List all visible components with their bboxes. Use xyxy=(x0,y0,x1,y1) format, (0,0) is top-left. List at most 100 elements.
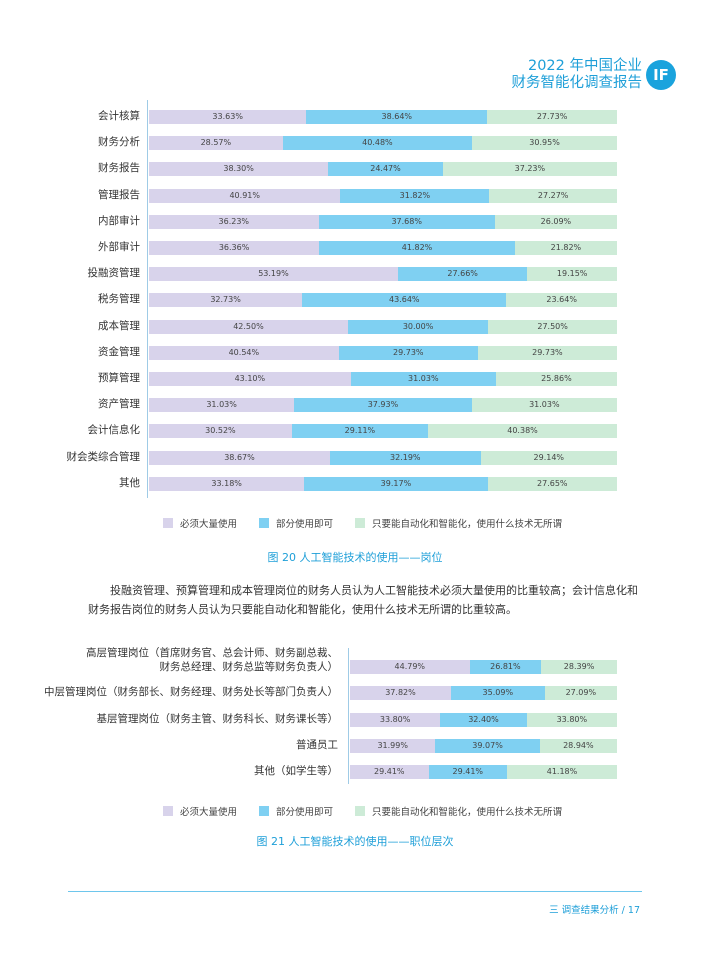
bar-segment-c: 27.73% xyxy=(487,110,617,124)
bar-segment-b: 37.93% xyxy=(294,398,472,413)
bar-segment-b: 38.64% xyxy=(306,110,488,124)
bar-segment-b: 30.00% xyxy=(347,319,489,334)
bar-segment-a: 38.30% xyxy=(149,162,329,177)
legend-swatch-a xyxy=(163,518,173,528)
legend2-label-a: 必须大量使用 xyxy=(180,807,238,818)
bar-segment-b: 27.66% xyxy=(397,267,528,282)
chart2-axis xyxy=(348,648,349,784)
bar-segment-a: 29.41% xyxy=(350,765,429,780)
row-label: 会计核算 xyxy=(98,110,140,122)
bar-segment-a: 36.23% xyxy=(149,214,319,229)
legend2-item-c: 只要能自动化和智能化，使用什么技术无所谓 xyxy=(355,804,562,818)
bar-segment-c: 21.82% xyxy=(514,241,617,255)
row-label: 管理报告 xyxy=(98,188,140,201)
bar-segment-a: 30.52% xyxy=(149,424,292,439)
bar-segment-c: 28.94% xyxy=(539,738,617,753)
bar-segment-b: 24.47% xyxy=(328,162,443,177)
row-label: 预算管理 xyxy=(98,372,140,384)
bar-segment-b: 31.03% xyxy=(350,372,496,386)
stacked-bar: 36.36% 41.82% 21.82% xyxy=(149,241,617,255)
bar-segment-a: 40.54% xyxy=(149,345,339,360)
row-label: 会计信息化 xyxy=(87,424,141,437)
stacked-bar: 33.63% 38.64% 27.73% xyxy=(149,110,617,124)
stacked-bar: 32.73% 43.64% 23.64% xyxy=(149,293,617,308)
row-label: 成本管理 xyxy=(98,319,140,332)
chart2-caption: 图 21 人工智能技术的使用——职位层次 xyxy=(256,835,454,848)
bar-segment-a: 31.03% xyxy=(149,398,295,413)
chart-by-position: 会计核算 33.63% 38.64% 27.73% 财务分析 28.57% 40.48% 30… xyxy=(66,100,617,498)
page-footer: 三 调查结果分析 / 17 xyxy=(549,905,640,916)
legend2-item-a: 必须大量使用 xyxy=(163,804,237,818)
row-label-line1: 高层管理岗位（首席财务官、总会计师、财务副总裁、 xyxy=(86,647,338,659)
chart-by-level: 高层管理岗位（首席财务官、总会计师、财务副总裁、 财务总经理、财务总监等财务负责人… xyxy=(44,646,617,784)
bar-segment-c: 41.18% xyxy=(507,765,617,780)
bar-segment-c: 29.14% xyxy=(480,450,617,465)
bar-segment-b: 39.17% xyxy=(304,476,488,491)
stacked-bar: 33.80% 32.40% 33.80% xyxy=(350,712,617,727)
bar-segment-c: 25.86% xyxy=(495,372,617,386)
stacked-bar: 36.23% 37.68% 26.09% xyxy=(149,214,617,229)
bar-segment-b: 39.07% xyxy=(435,738,540,753)
bar-segment-a: 38.67% xyxy=(149,450,330,465)
bar-segment-b: 40.48% xyxy=(282,136,473,151)
stacked-bar: 42.50% 30.00% 27.50% xyxy=(149,319,617,334)
bar-segment-a: 36.36% xyxy=(149,241,320,255)
bar-segment-c: 27.50% xyxy=(488,319,617,334)
bar-segment-b: 41.82% xyxy=(319,241,515,255)
bar-segment-b: 26.81% xyxy=(469,660,542,674)
if-logo: IF xyxy=(646,60,676,90)
bar-segment-c: 27.27% xyxy=(489,188,617,203)
row-label: 财会类综合管理 xyxy=(66,450,141,463)
bar-segment-b: 32.40% xyxy=(440,712,527,727)
bar-segment-c: 40.38% xyxy=(428,424,617,439)
report-title-line2: 财务智能化调查报告 xyxy=(511,75,643,91)
legend-label-a: 必须大量使用 xyxy=(180,519,238,530)
bar-segment-b: 31.82% xyxy=(340,188,490,203)
report-title-line1: 2022 年中国企业 xyxy=(527,58,642,74)
bar-segment-c: 31.03% xyxy=(471,398,617,413)
stacked-bar: 44.79% 26.81% 28.39% xyxy=(350,660,617,674)
bar-segment-a: 40.91% xyxy=(149,188,341,203)
bar-segment-b: 43.64% xyxy=(302,293,507,308)
row-label: 高层管理岗位（首席财务官、总会计师、财务副总裁、 财务总经理、财务总监等财务负责人… xyxy=(86,646,338,674)
stacked-bar: 38.30% 24.47% 37.23% xyxy=(149,162,617,177)
legend2-swatch-a xyxy=(163,806,173,816)
legend-label-b: 部分使用即可 xyxy=(276,519,334,530)
row-label: 内部审计 xyxy=(98,214,140,227)
chart1-legend: 必须大量使用 部分使用即可 只要能自动化和智能化，使用什么技术无所谓 xyxy=(163,516,584,530)
bar-segment-a: 44.79% xyxy=(350,660,470,674)
stacked-bar: 30.52% 29.11% 40.38% xyxy=(149,424,617,439)
bar-segment-c: 26.09% xyxy=(494,214,617,229)
row-label: 基层管理岗位（财务主管、财务科长、财务课长等） xyxy=(96,712,339,725)
row-label: 其他 xyxy=(119,476,140,489)
stacked-bar: 53.19% 27.66% 19.15% xyxy=(149,267,617,282)
bar-segment-c: 19.15% xyxy=(527,267,617,282)
legend2-label-c: 只要能自动化和智能化，使用什么技术无所谓 xyxy=(372,807,563,818)
row-label: 资产管理 xyxy=(98,398,140,411)
legend2-swatch-c xyxy=(355,806,366,816)
bar-segment-a: 33.80% xyxy=(350,712,441,727)
bar-segment-c: 30.95% xyxy=(472,136,617,151)
row-label: 财务分析 xyxy=(98,136,140,149)
bar-segment-b: 29.11% xyxy=(291,424,429,439)
legend2-swatch-b xyxy=(259,806,270,816)
report-title: 2022 年中国企业 财务智能化调查报告 xyxy=(512,58,643,92)
chart1-caption: 图 20 人工智能技术的使用——岗位 xyxy=(267,551,443,564)
bar-segment-c: 27.09% xyxy=(544,686,617,701)
bar-segment-a: 37.82% xyxy=(350,686,451,701)
row-label: 外部审计 xyxy=(98,241,140,253)
row-label: 税务管理 xyxy=(98,293,140,306)
stacked-bar: 31.03% 37.93% 31.03% xyxy=(149,398,617,413)
bar-segment-c: 23.64% xyxy=(506,293,617,308)
legend2-item-b: 部分使用即可 xyxy=(259,804,333,818)
bar-segment-b: 35.09% xyxy=(450,686,545,701)
row-label: 其他（如学生等） xyxy=(254,765,338,778)
bar-segment-a: 33.18% xyxy=(149,476,305,491)
bar-segment-b: 32.19% xyxy=(329,450,481,465)
bar-segment-a: 33.63% xyxy=(149,110,307,124)
stacked-bar: 43.10% 31.03% 25.86% xyxy=(149,372,617,386)
row-label: 普通员工 xyxy=(296,738,338,751)
bar-segment-a: 42.50% xyxy=(149,319,348,334)
row-label: 财务报告 xyxy=(98,162,140,175)
bar-segment-a: 28.57% xyxy=(149,136,283,151)
